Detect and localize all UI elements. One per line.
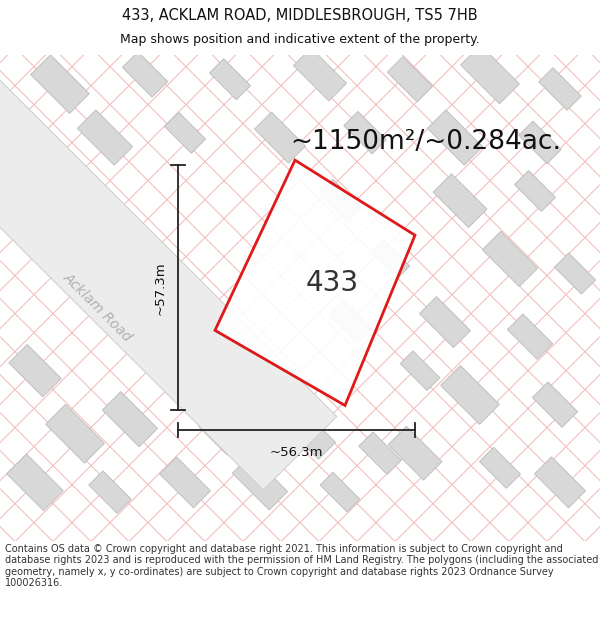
- Polygon shape: [7, 454, 63, 511]
- Polygon shape: [46, 404, 104, 463]
- Polygon shape: [532, 382, 578, 428]
- Polygon shape: [103, 392, 158, 447]
- Polygon shape: [508, 314, 553, 359]
- Polygon shape: [554, 253, 596, 294]
- Polygon shape: [427, 110, 482, 165]
- Text: Contains OS data © Crown copyright and database right 2021. This information is : Contains OS data © Crown copyright and d…: [5, 544, 598, 588]
- Polygon shape: [0, 57, 337, 490]
- Polygon shape: [9, 344, 61, 397]
- Polygon shape: [209, 59, 251, 100]
- Polygon shape: [514, 171, 556, 211]
- Polygon shape: [539, 68, 581, 110]
- Polygon shape: [89, 471, 131, 513]
- Polygon shape: [77, 110, 133, 165]
- Text: 433: 433: [306, 269, 359, 297]
- Polygon shape: [388, 426, 442, 480]
- Polygon shape: [388, 57, 433, 102]
- Polygon shape: [344, 111, 386, 154]
- Polygon shape: [293, 48, 347, 101]
- Text: Map shows position and indicative extent of the property.: Map shows position and indicative extent…: [120, 33, 480, 46]
- Polygon shape: [440, 366, 499, 424]
- Polygon shape: [319, 179, 361, 222]
- Polygon shape: [215, 160, 415, 406]
- Polygon shape: [433, 174, 487, 228]
- Text: 433, ACKLAM ROAD, MIDDLESBROUGH, TS5 7HB: 433, ACKLAM ROAD, MIDDLESBROUGH, TS5 7HB: [122, 8, 478, 23]
- Polygon shape: [535, 457, 586, 508]
- Polygon shape: [284, 408, 335, 459]
- Polygon shape: [160, 457, 211, 508]
- Text: ~57.3m: ~57.3m: [154, 261, 167, 314]
- Polygon shape: [329, 301, 371, 343]
- Polygon shape: [400, 351, 440, 391]
- Polygon shape: [461, 45, 520, 104]
- Polygon shape: [14, 121, 56, 164]
- Polygon shape: [199, 412, 241, 455]
- Polygon shape: [31, 55, 89, 114]
- Polygon shape: [482, 231, 538, 286]
- Polygon shape: [320, 472, 360, 512]
- Polygon shape: [359, 432, 401, 474]
- Polygon shape: [519, 121, 561, 164]
- Polygon shape: [164, 112, 206, 153]
- Polygon shape: [232, 455, 287, 510]
- Polygon shape: [122, 52, 167, 97]
- Polygon shape: [370, 239, 410, 279]
- Text: ~1150m²/~0.284ac.: ~1150m²/~0.284ac.: [290, 129, 561, 156]
- Text: Acklam Road: Acklam Road: [61, 271, 135, 344]
- Polygon shape: [254, 112, 305, 163]
- Text: ~56.3m: ~56.3m: [270, 446, 323, 459]
- Polygon shape: [479, 448, 521, 488]
- Polygon shape: [419, 297, 470, 348]
